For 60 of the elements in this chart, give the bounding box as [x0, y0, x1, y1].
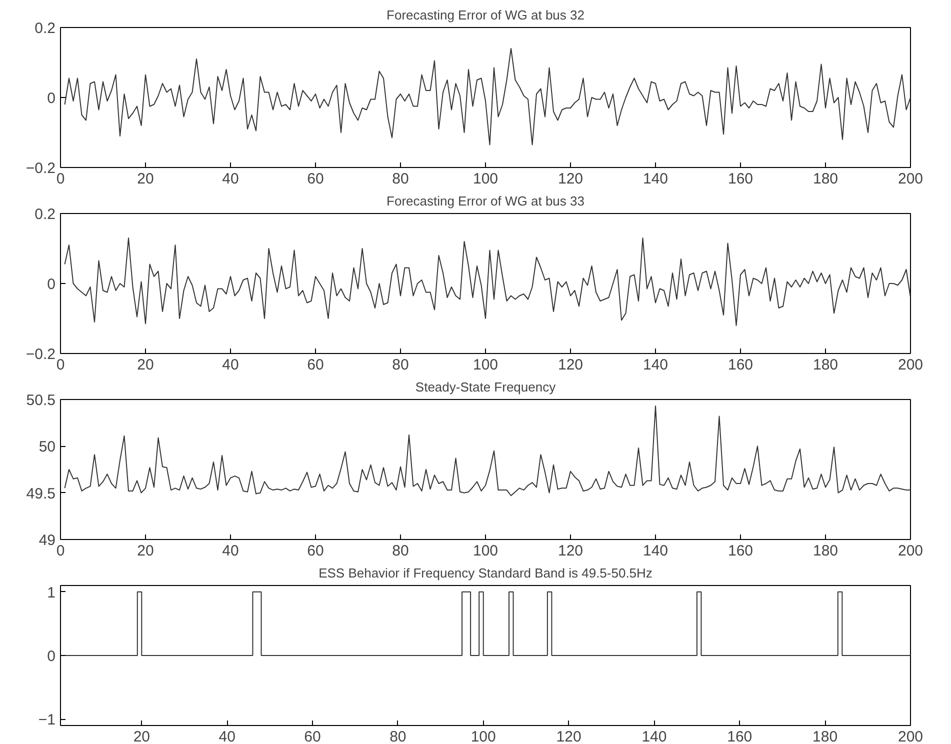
x-tick-label: 200 [898, 356, 924, 374]
x-tick-label: 200 [898, 542, 924, 560]
x-tick-label: 80 [392, 170, 409, 188]
y-tick-label: 49 [38, 532, 56, 549]
x-tick-label: 20 [133, 728, 150, 744]
y-tick-label: 50 [38, 438, 56, 456]
x-tick-label: 20 [137, 356, 154, 374]
x-tick-label: 80 [392, 542, 409, 560]
chart-title: Forecasting Error of WG at bus 33 [386, 194, 584, 208]
x-tick-label: 140 [642, 170, 668, 188]
x-tick-label: 60 [307, 542, 324, 560]
x-tick-label: 20 [137, 542, 154, 560]
x-tick-label: 120 [558, 170, 584, 188]
chart-title: ESS Behavior if Frequency Standard Band is 49.5-50.5Hz [318, 566, 652, 580]
x-tick-label: 180 [812, 542, 838, 560]
chart-title: Forecasting Error of WG at bus 32 [386, 8, 584, 22]
x-tick-label: 140 [642, 542, 668, 560]
x-tick-label: 200 [898, 170, 924, 188]
x-tick-label: 160 [727, 728, 752, 744]
x-tick-label: 100 [472, 170, 498, 188]
x-tick-label: 160 [728, 170, 754, 188]
y-tick-label: 0.2 [34, 206, 56, 223]
x-tick-label: 180 [812, 728, 838, 744]
y-tick-label: 0 [47, 648, 56, 665]
y-tick-label: −0.2 [26, 346, 56, 363]
y-tick-label: 0.2 [34, 20, 56, 37]
x-tick-label: 40 [222, 542, 239, 560]
x-tick-label: 60 [307, 356, 324, 374]
x-tick-label: 60 [307, 170, 324, 188]
x-tick-label: 200 [898, 728, 924, 744]
x-tick-label: 80 [392, 356, 409, 374]
x-tick-label: 140 [642, 356, 668, 374]
x-tick-label: 100 [470, 728, 496, 744]
x-tick-label: 20 [137, 170, 154, 188]
x-tick-label: 80 [390, 728, 406, 744]
chart-title: Steady-State Frequency [415, 380, 556, 394]
x-tick-label: 40 [222, 356, 239, 374]
x-tick-label: 120 [556, 728, 582, 744]
y-tick-label: 1 [47, 584, 56, 602]
x-tick-label: 140 [642, 728, 667, 744]
y-tick-label: 0 [47, 90, 56, 107]
line-series [64, 406, 910, 496]
y-tick-label: 50.5 [26, 392, 56, 409]
x-tick-label: 100 [472, 542, 498, 560]
y-tick-label: 49.5 [26, 485, 56, 502]
x-tick-label: 180 [812, 170, 838, 188]
y-tick-label: −0.2 [26, 160, 56, 177]
x-tick-label: 160 [728, 356, 754, 374]
x-tick-label: 120 [558, 542, 584, 560]
x-tick-label: 160 [728, 542, 754, 560]
x-tick-label: 40 [218, 728, 236, 744]
y-tick-label: 0 [47, 276, 56, 293]
line-series [64, 238, 910, 326]
y-tick-label: −1 [38, 712, 56, 729]
line-series [64, 48, 910, 146]
x-tick-label: 180 [812, 356, 838, 374]
x-tick-label: 40 [222, 170, 239, 188]
x-tick-label: 120 [558, 356, 584, 374]
x-tick-label: 100 [472, 356, 498, 374]
x-tick-label: 60 [304, 728, 321, 744]
